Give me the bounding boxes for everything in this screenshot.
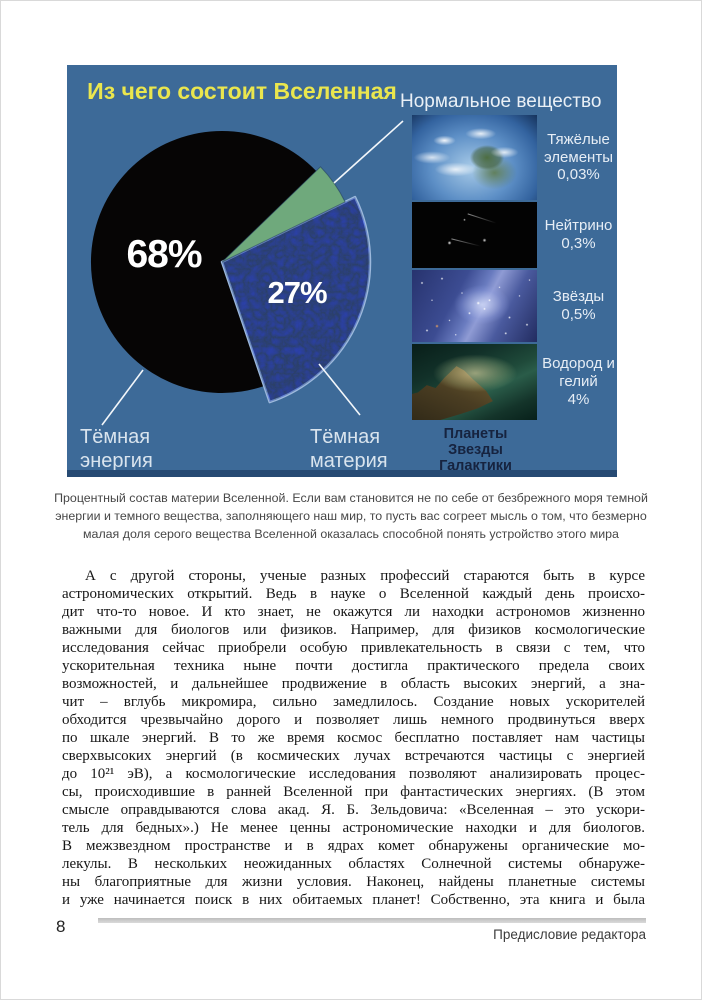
dark-energy-label: Тёмная энергия — [80, 426, 153, 473]
pie-chart — [90, 120, 404, 426]
body-paragraph: А с другой стороны, ученые разных профес… — [62, 567, 645, 909]
dark-matter-label: Тёмная материя — [310, 426, 388, 473]
figure-caption-line: энергии и темного вещества, заполняющего… — [55, 508, 647, 523]
figure-caption: Процентный состав материи Вселенной. Есл… — [40, 490, 662, 543]
body-line: важными для биологов или физиков. Наприм… — [62, 622, 645, 638]
panel-item-label: Звёзды — [552, 288, 605, 306]
panel-item-value: 0,03% — [557, 166, 600, 184]
callout-lines — [101, 120, 404, 426]
panel-row: Нейтрино 0,3% — [412, 202, 617, 268]
body-line: сверхвысоких энергий (в космических луча… — [62, 748, 645, 764]
figure-caption-line: Процентный состав материи Вселенной. Есл… — [54, 491, 648, 505]
body-line: до 10²¹ эВ), а космологические исследова… — [62, 766, 645, 782]
universe-composition-figure: Из чего состоит Вселенная Нормальное вещ… — [67, 65, 617, 477]
body-line: В межзвездном пространстве и в ядрах ком… — [62, 838, 645, 854]
panel-photo — [412, 115, 537, 200]
panel-item-value: 0,5% — [561, 306, 596, 323]
panel-photo — [412, 202, 537, 268]
body-line: и уже начинается поиск в них обитаемых п… — [62, 892, 645, 908]
body-line: по шкале энергий. В то же время космос б… — [62, 730, 645, 746]
body-line: смысле оправдываются слова акад. Я. Б. З… — [62, 802, 645, 818]
figure-bottom-strip — [67, 470, 617, 477]
panel-item-label: Нейтрино — [544, 217, 613, 235]
dark-energy-label-line: Тёмная — [80, 426, 151, 448]
footer-rule — [98, 918, 646, 923]
body-line: астрономических открытий. Ведь в науке о… — [62, 586, 645, 602]
panel-item-value: 4% — [567, 390, 590, 408]
panel-footnote-line: Звезды — [448, 442, 503, 459]
pie-slices — [90, 130, 372, 404]
panel-footnote: Планеты Звезды Галактики — [412, 426, 539, 475]
body-line: ны благоприятные для жизни условия. Нако… — [62, 874, 645, 890]
callout-line-normal-matter — [333, 120, 404, 184]
body-line: возможностей, и дальнейшее продвижение в… — [62, 676, 645, 692]
panel-label-block: Нейтрино 0,3% — [537, 217, 617, 252]
panel-item-label: Тяжёлые элементы — [543, 130, 613, 166]
panel-item-label: Водород и гелий — [542, 355, 615, 391]
page-number: 8 — [56, 917, 66, 936]
normal-matter-heading: Нормальное вещество — [400, 91, 602, 112]
body-line: дит что-то новое. И кто знает, не окажут… — [62, 604, 645, 620]
panel-label-block: Звёзды 0,5% — [537, 288, 617, 323]
panel-row: Водород и гелий 4% — [412, 344, 617, 420]
running-footer: Предисловие редактора — [493, 927, 646, 942]
body-line: лекулы. В нескольких неожиданных областя… — [62, 856, 645, 872]
dark-energy-label-line: энергия — [80, 449, 153, 472]
dark-energy-percent-label: 68% — [126, 233, 202, 276]
dark-matter-percent-label: 27% — [267, 275, 327, 310]
panel-footnote-line: Планеты — [443, 426, 508, 442]
dark-matter-label-line: Тёмная — [310, 426, 381, 448]
panel-item-value: 0,3% — [561, 235, 596, 252]
panel-label-block: Водород и гелий 4% — [537, 355, 617, 408]
panel-photo — [412, 344, 537, 420]
body-line: сы, происходившие в ранней Вселенной при… — [62, 784, 645, 800]
body-line: тель для бедных».) Не менее ценны астрон… — [62, 820, 645, 836]
body-line: исследования сейчас приобрели особую при… — [62, 640, 645, 656]
panel-row: Тяжёлые элементы 0,03% — [412, 115, 617, 200]
body-line: ускорительная техника ныне почти достигл… — [62, 658, 645, 674]
body-line: чит – вглубь микромира, сильно замедлило… — [62, 694, 645, 710]
body-line: обходится чрезвычайно дорого и позволяет… — [62, 712, 645, 728]
panel-label-block: Тяжёлые элементы 0,03% — [537, 131, 617, 184]
panel-row: Звёзды 0,5% — [412, 270, 617, 342]
figure-caption-line: малая доля серого вещества Вселенной ока… — [83, 526, 619, 541]
panel-photo — [412, 270, 537, 342]
callout-line-dark-matter — [318, 363, 361, 416]
callout-line-dark-energy — [101, 369, 144, 426]
dark-matter-label-line: материя — [310, 449, 388, 472]
body-line: А с другой стороны, ученые разных профес… — [85, 568, 645, 584]
normal-matter-panel: Тяжёлые элементы 0,03% Нейтрино 0,3% Звё… — [412, 115, 617, 422]
figure-title: Из чего состоит Вселенная — [87, 78, 397, 104]
